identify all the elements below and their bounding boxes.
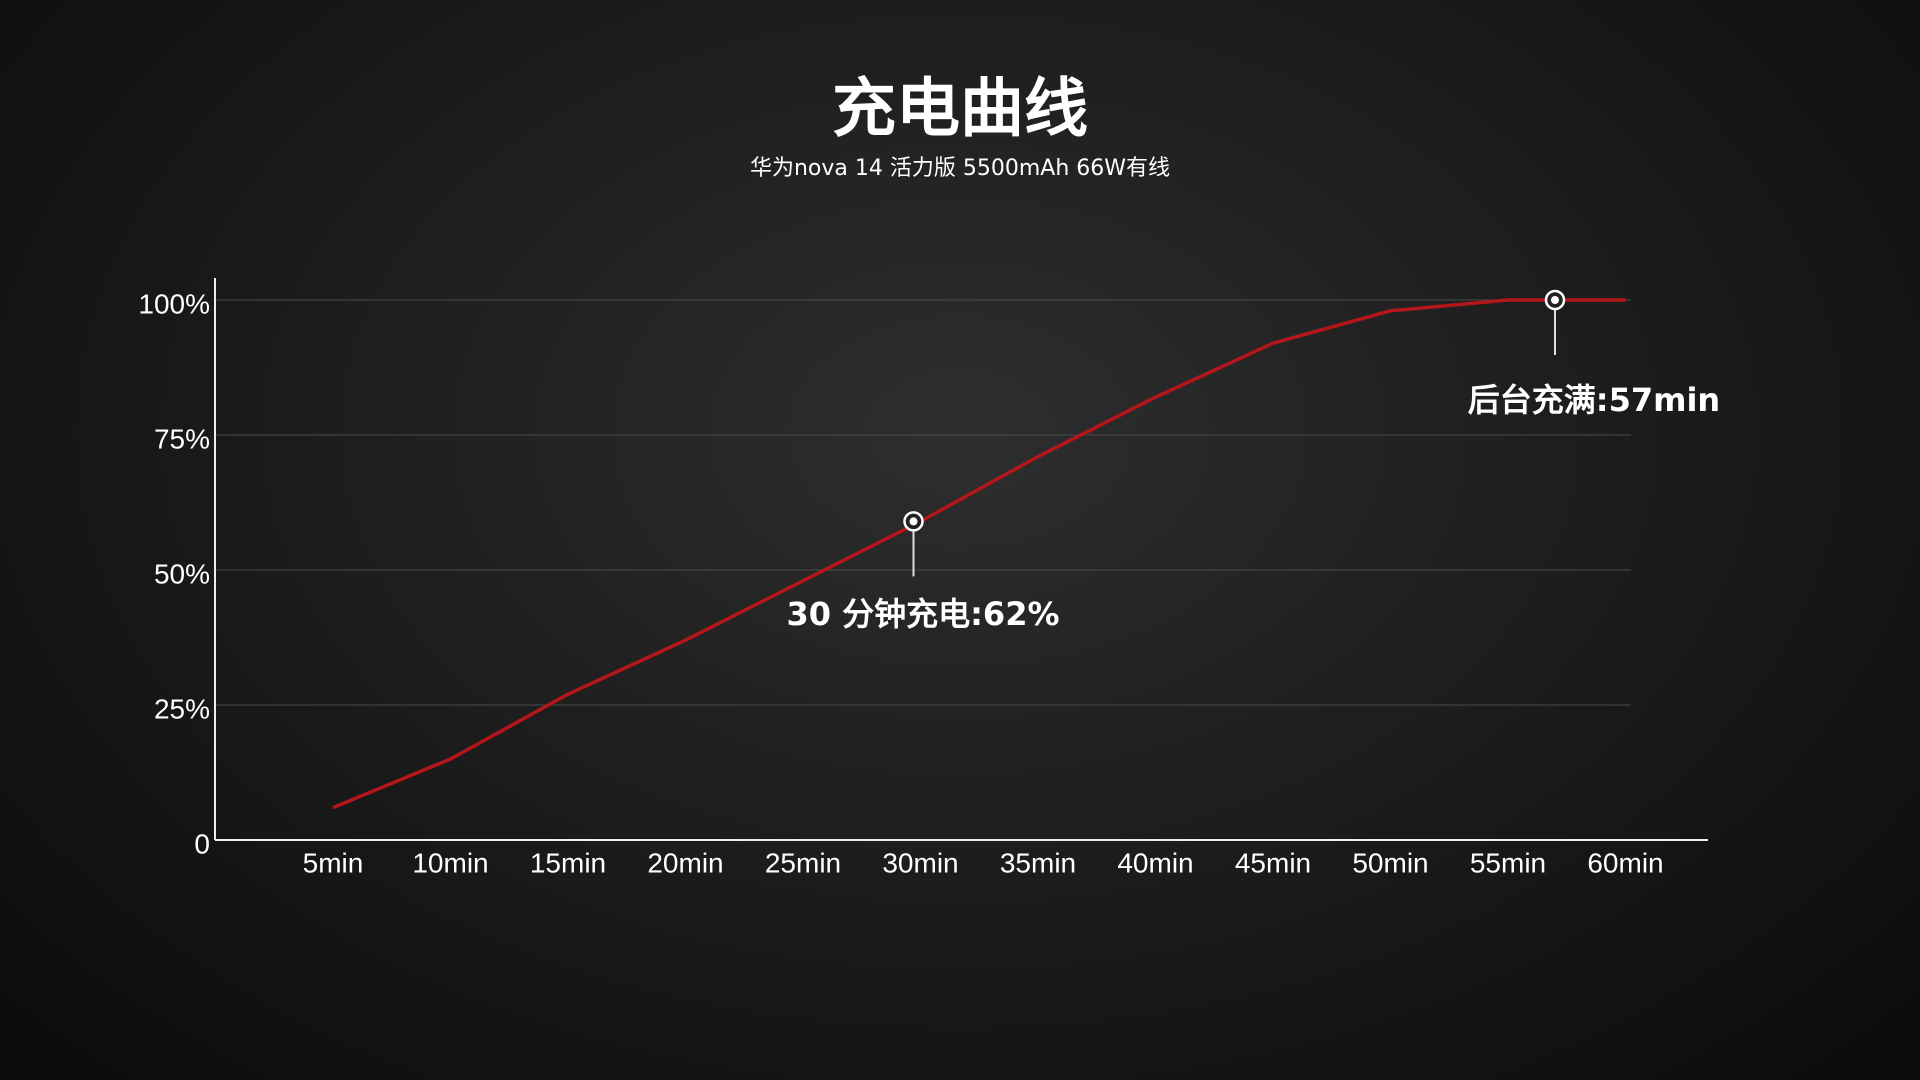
callout-dot [909, 517, 918, 526]
x-tick-label: 30min [882, 847, 958, 878]
chart-subtitle: 华为nova 14 活力版 5500mAh 66W有线 [750, 156, 1170, 181]
x-tick-label: 5min [303, 847, 364, 878]
x-tick-label: 20min [647, 847, 723, 878]
x-tick-label: 10min [412, 847, 488, 878]
x-tick-label: 25min [765, 847, 841, 878]
annotation: 后台充满:57min [1468, 381, 1720, 419]
x-tick-label: 55min [1470, 847, 1546, 878]
data-line [332, 298, 1626, 810]
x-tick-label: 15min [530, 847, 606, 878]
y-tick-label: 0 [194, 828, 210, 859]
x-tick-label: 40min [1117, 847, 1193, 878]
x-tick-label: 50min [1352, 847, 1428, 878]
y-tick-label: 100% [138, 288, 210, 319]
x-tick-label: 45min [1235, 847, 1311, 878]
y-tick-label: 25% [154, 693, 210, 724]
chart-title: 充电曲线 [832, 73, 1088, 147]
x-tick-label: 35min [1000, 847, 1076, 878]
x-tick-label: 60min [1587, 847, 1663, 878]
annotation: 30 分钟充电:62% [786, 595, 1059, 633]
y-tick-label: 50% [154, 558, 210, 589]
y-tick-label: 75% [154, 423, 210, 454]
callout-dot [1551, 296, 1559, 304]
